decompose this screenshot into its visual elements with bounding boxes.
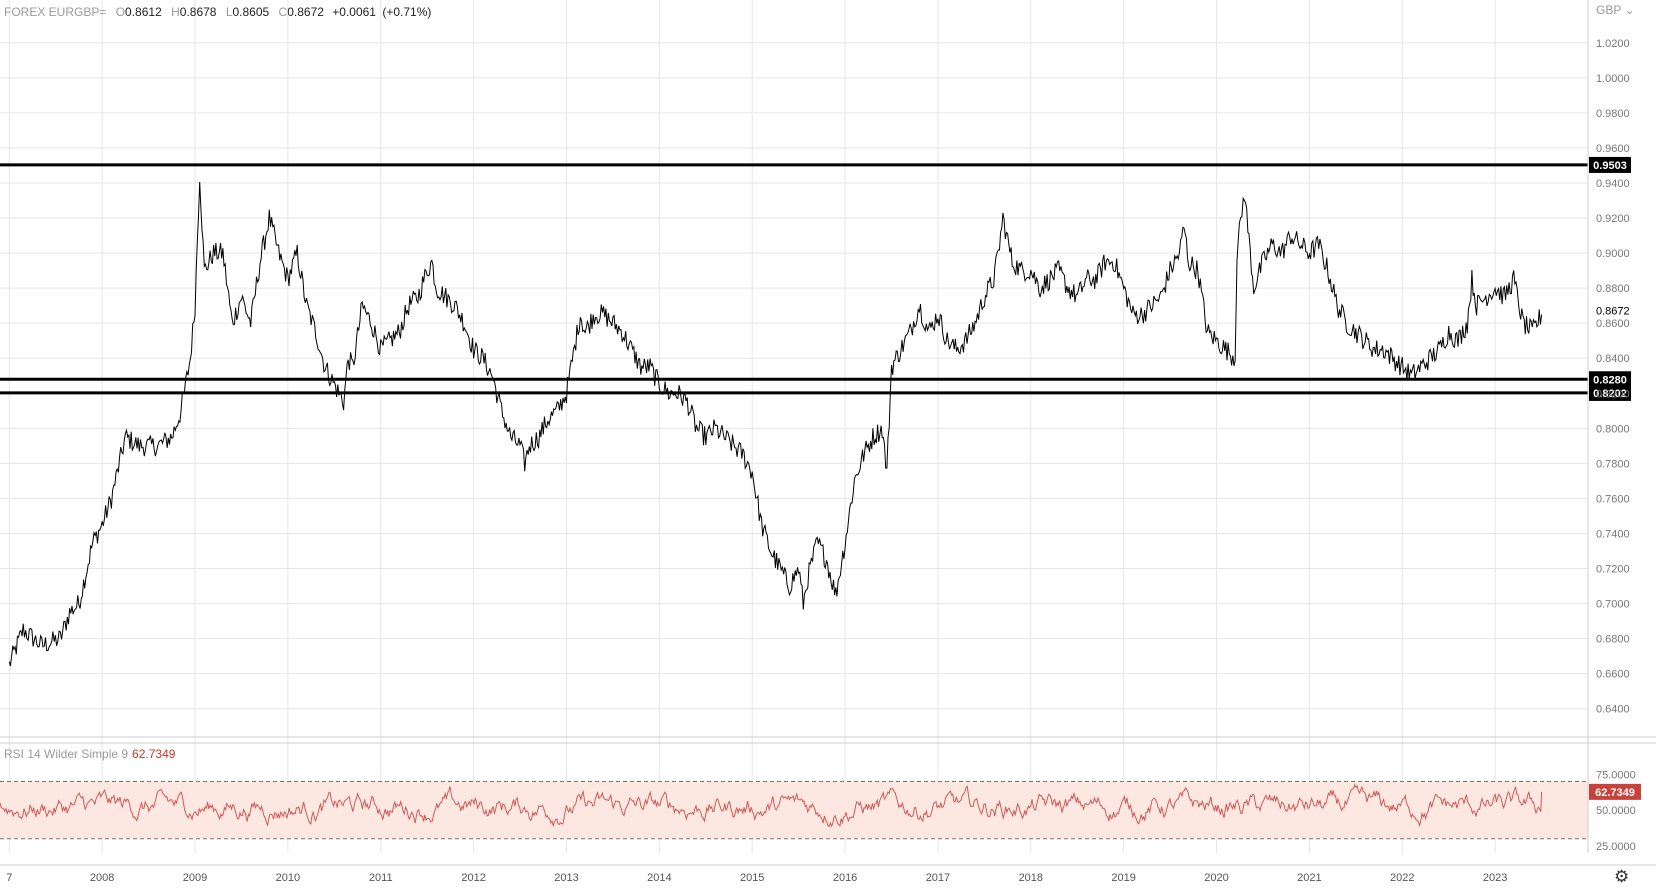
low-label: L	[225, 5, 233, 19]
change-percent: (+0.71%)	[382, 5, 432, 19]
x-tick-label: 2011	[369, 872, 393, 884]
y-tick-label: 0.8000	[1596, 423, 1630, 435]
y-tick-label: 0.9000	[1596, 248, 1630, 260]
rsi-band	[0, 780, 1588, 840]
last-price-label: 0.8672	[1596, 306, 1630, 318]
price-series	[8, 181, 1543, 667]
y-tick-label: 0.6400	[1596, 704, 1630, 716]
rsi-title: RSI 14 Wilder Simple 9	[4, 747, 129, 761]
rsi-tick-label: 25.0000	[1596, 841, 1636, 853]
horizontal-levels: 0.9503 0.8280 0.8202 0.8672 62.7349	[0, 156, 1641, 800]
currency-dropdown[interactable]: GBP ⌄	[1596, 3, 1635, 17]
x-tick-label: 2018	[1019, 872, 1043, 884]
change-value: +0.0061	[332, 5, 376, 19]
x-tick-label: 2021	[1297, 872, 1321, 884]
level-label: 0.8202	[1593, 388, 1627, 400]
x-tick-label: 2012	[461, 872, 485, 884]
gear-icon[interactable]: ⚙	[1614, 867, 1630, 886]
rsi-value-label: 62.7349	[1595, 787, 1635, 799]
y-tick-label: 0.8400	[1596, 353, 1630, 365]
open-value: 0.8612	[125, 5, 162, 19]
close-value: 0.8672	[287, 5, 324, 19]
rsi-header: RSI 14 Wilder Simple 9 62.7349	[4, 747, 175, 761]
rsi-line	[0, 783, 1543, 828]
rsi-tick-label: 50.0000	[1596, 805, 1636, 817]
rsi-series	[0, 783, 1543, 828]
x-tick-label: 2013	[554, 872, 578, 884]
y-tick-label: 0.9800	[1596, 108, 1630, 120]
high-label: H	[171, 5, 180, 19]
y-tick-label: 0.9200	[1596, 213, 1630, 225]
y-tick-label: 0.8200	[1596, 388, 1630, 400]
rsi-tick-label: 75.0000	[1596, 769, 1636, 781]
x-tick-label: 2017	[926, 872, 950, 884]
y-tick-label: 0.8800	[1596, 283, 1630, 295]
open-label: O	[115, 5, 126, 19]
x-tick-label: 2019	[1111, 872, 1135, 884]
symbol-name: FOREX EURGBP=	[4, 5, 107, 19]
level-label: 0.8280	[1593, 374, 1627, 386]
x-tick-label: 2016	[833, 872, 857, 884]
y-tick-label: 0.6800	[1596, 634, 1630, 646]
price-line	[8, 181, 1543, 667]
chevron-down-icon: ⌄	[1624, 3, 1635, 17]
close-label: C	[278, 5, 288, 19]
level-badge	[1589, 371, 1631, 388]
y-tick-label: 0.6600	[1596, 669, 1630, 681]
rsi-value-badge	[1589, 783, 1641, 800]
x-tick-label: 2022	[1390, 872, 1414, 884]
x-tick-label: 2009	[183, 872, 207, 884]
x-tick-label: 7	[6, 872, 12, 884]
level-badge	[1589, 384, 1631, 401]
y-tick-label: 0.7400	[1596, 528, 1630, 540]
y-tick-label: 1.0000	[1596, 73, 1630, 85]
level-badge	[1589, 156, 1631, 173]
rsi-value: 62.7349	[132, 747, 176, 761]
y-tick-label: 0.9600	[1596, 143, 1630, 155]
chart-grid	[0, 0, 1588, 853]
x-tick-label: 2023	[1483, 872, 1507, 884]
high-value: 0.8678	[179, 5, 217, 19]
x-tick-label: 2015	[740, 872, 764, 884]
y-tick-label: 1.0200	[1596, 38, 1630, 50]
currency-label: GBP	[1596, 3, 1622, 17]
level-label: 0.9503	[1593, 160, 1627, 172]
x-tick-label: 2010	[276, 872, 300, 884]
y-tick-label: 0.7200	[1596, 564, 1630, 576]
y-tick-label: 0.9400	[1596, 178, 1630, 190]
price-header: FOREX EURGBP= O0.8612 H0.8678 L0.8605 C0…	[4, 5, 431, 19]
x-tick-label: 2020	[1204, 872, 1228, 884]
low-value: 0.8605	[232, 5, 270, 19]
y-tick-label: 0.7800	[1596, 458, 1630, 470]
x-tick-label: 2014	[647, 872, 671, 884]
y-tick-label: 0.7600	[1596, 493, 1630, 505]
rsi-band-fill	[0, 781, 1588, 839]
y-tick-label: 0.7000	[1596, 599, 1630, 611]
x-tick-label: 2008	[90, 872, 114, 884]
y-tick-label: 0.8600	[1596, 318, 1630, 330]
